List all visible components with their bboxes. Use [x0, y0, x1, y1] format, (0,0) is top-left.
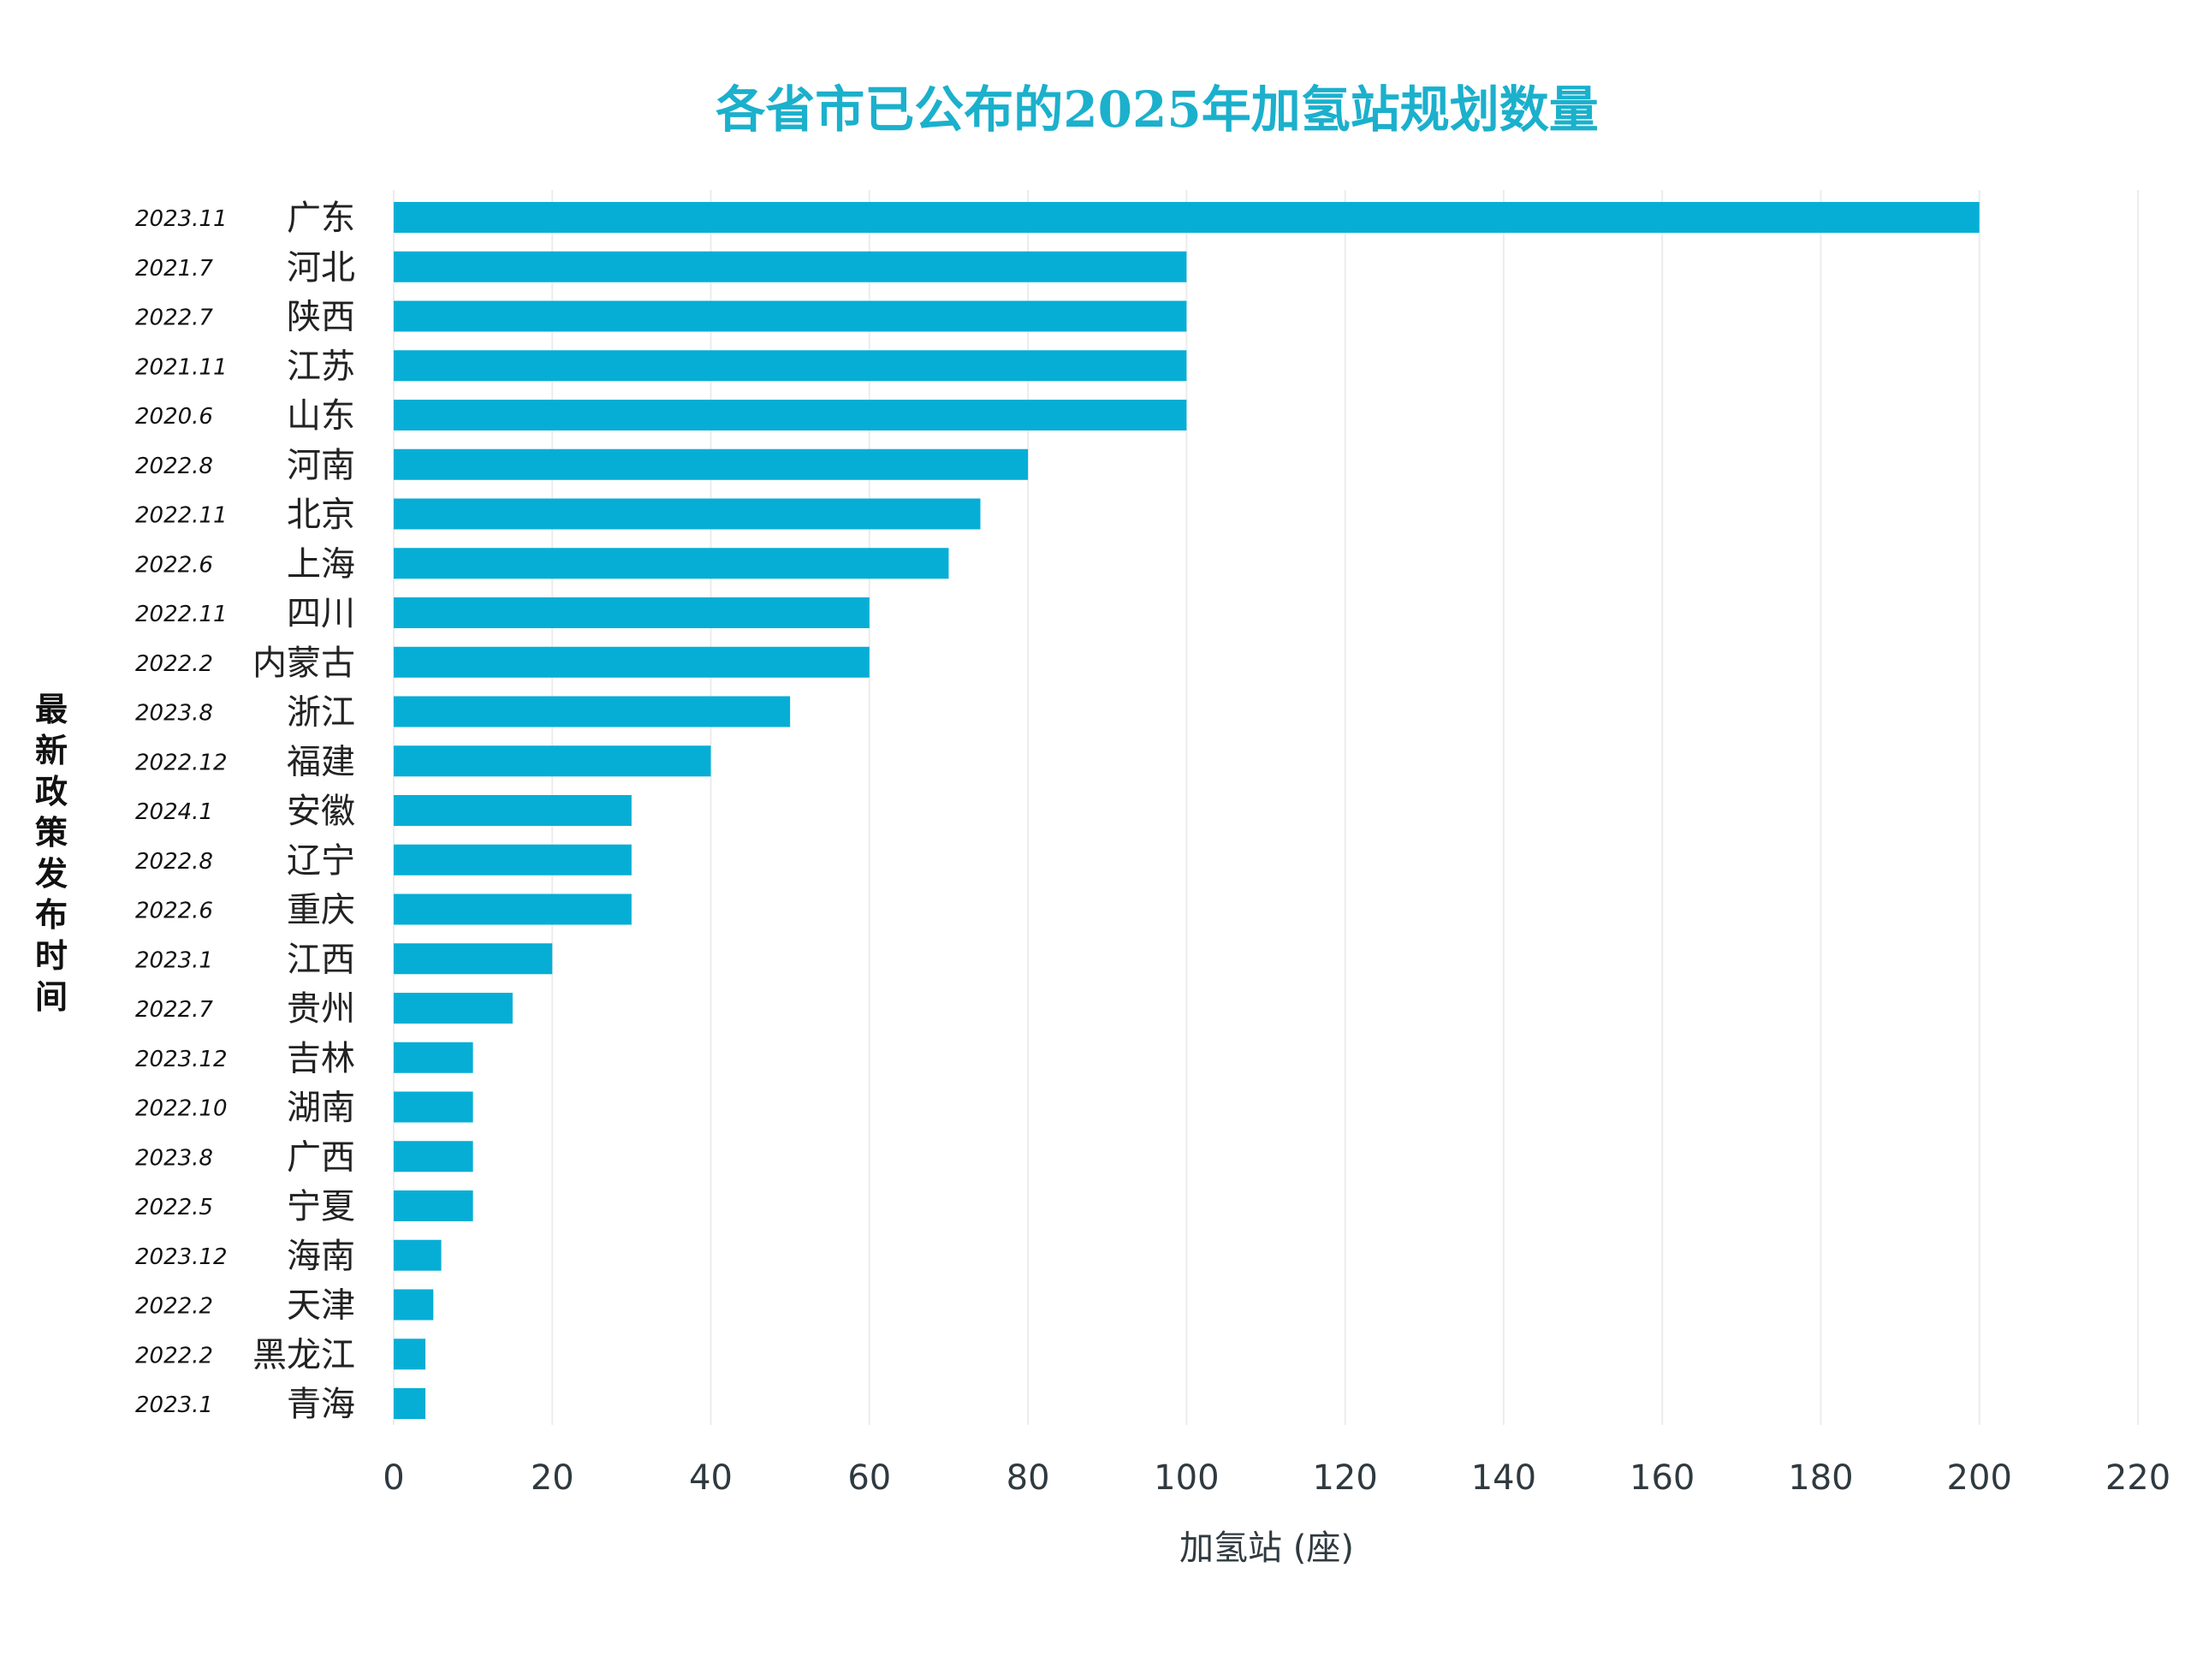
chart-title: 各省市已公布的2025年加氢站规划数量: [715, 80, 1598, 139]
date-label: 2023.8: [135, 1145, 213, 1171]
x-tick-label: 100: [1154, 1458, 1219, 1498]
date-label: 2022.2: [135, 1294, 213, 1320]
category-label: 浙江: [287, 693, 355, 733]
date-labels: 2023.11 2021.7 2022.7 2021.11 2020.6 2022.8 20…: [135, 206, 228, 1418]
category-label: 上海: [287, 544, 355, 584]
category-label: 河北: [287, 248, 355, 288]
bar: [394, 893, 632, 925]
date-label: 2022.6: [135, 552, 213, 578]
category-label: 贵州: [287, 989, 355, 1029]
x-tick-label: 60: [847, 1458, 891, 1498]
bar: [394, 400, 1187, 430]
x-tick-label: 20: [531, 1458, 574, 1498]
bar: [394, 1239, 442, 1271]
x-tick-label: 40: [689, 1458, 733, 1498]
bar: [394, 548, 949, 579]
bar: [394, 943, 553, 975]
category-label: 内蒙古: [252, 644, 355, 683]
bars: [394, 202, 1980, 1419]
gridlines: [393, 190, 2139, 1425]
date-label: 2023.12: [135, 1047, 228, 1072]
category-label: 安徽: [287, 792, 355, 831]
x-tick-label: 140: [1471, 1458, 1536, 1498]
x-tick-label: 0: [383, 1458, 404, 1498]
date-label: 2023.11: [135, 206, 228, 232]
bar: [394, 1289, 434, 1321]
category-label: 陕西: [287, 298, 355, 337]
category-label: 福建: [287, 742, 355, 781]
date-label: 2022.7: [135, 997, 213, 1023]
date-label: 2023.1: [135, 947, 213, 973]
bar: [394, 745, 711, 777]
category-label: 海南: [287, 1237, 355, 1276]
date-label: 2022.2: [135, 651, 213, 677]
x-tick-label: 180: [1788, 1458, 1853, 1498]
date-label: 2021.7: [135, 256, 213, 282]
category-label: 江西: [287, 940, 355, 979]
bar: [394, 646, 870, 678]
y-axis-label: 最新政策发布时间: [35, 691, 68, 1016]
category-label: 宁夏: [287, 1187, 355, 1226]
bar: [394, 1388, 426, 1419]
date-label: 2022.11: [135, 503, 228, 529]
x-tick-labels: 0 20 40 60 80 100 120 140 160 180 200 220: [383, 1458, 2170, 1498]
date-label: 2023.12: [135, 1244, 228, 1270]
date-label: 2022.11: [135, 602, 228, 627]
date-label: 2022.10: [135, 1096, 228, 1122]
bar: [394, 597, 870, 628]
date-label: 2022.8: [135, 849, 213, 875]
bar: [394, 1339, 426, 1370]
category-label: 青海: [287, 1385, 355, 1424]
category-label: 重庆: [287, 891, 355, 930]
category-label: 广西: [287, 1137, 355, 1177]
date-label: 2022.12: [135, 750, 228, 775]
date-label: 2023.1: [135, 1392, 213, 1418]
bar: [394, 993, 513, 1024]
bar: [394, 448, 1029, 480]
bar: [394, 300, 1187, 332]
x-axis-label: 加氢站 (座): [1179, 1529, 1354, 1568]
category-label: 山东: [287, 396, 355, 436]
date-label: 2022.5: [135, 1195, 213, 1220]
date-label: 2021.11: [135, 354, 228, 380]
date-label: 2022.7: [135, 306, 213, 331]
category-label: 黑龙江: [252, 1335, 355, 1374]
x-tick-label: 160: [1630, 1458, 1695, 1498]
category-label: 江苏: [287, 347, 355, 386]
x-tick-label: 220: [2105, 1458, 2170, 1498]
date-label: 2022.6: [135, 899, 213, 924]
category-label: 四川: [287, 594, 355, 633]
bar: [394, 1091, 473, 1123]
date-label: 2023.8: [135, 701, 213, 727]
bar: [394, 844, 632, 876]
bar: [394, 498, 981, 530]
category-label: 广东: [287, 199, 355, 238]
bar: [394, 251, 1187, 282]
date-label: 2022.8: [135, 454, 213, 479]
category-label: 湖南: [287, 1089, 355, 1128]
x-tick-label: 80: [1006, 1458, 1050, 1498]
category-label: 北京: [287, 496, 355, 535]
bar: [394, 795, 632, 826]
bar: [394, 1190, 473, 1221]
bar: [394, 696, 791, 727]
date-label: 2022.2: [135, 1343, 213, 1368]
x-tick-label: 120: [1312, 1458, 1377, 1498]
category-label: 辽宁: [287, 841, 355, 881]
bar: [394, 1141, 473, 1172]
bar: [394, 350, 1187, 382]
bar: [394, 1042, 473, 1073]
date-label: 2024.1: [135, 799, 213, 825]
date-label: 2020.6: [135, 404, 213, 430]
category-label: 河南: [287, 446, 355, 485]
category-label: 吉林: [287, 1039, 355, 1078]
category-label: 天津: [287, 1286, 355, 1326]
category-labels: 广东河北陕西江苏山东河南北京上海四川内蒙古浙江福建安徽辽宁重庆江西贵州吉林湖南广…: [252, 199, 355, 1424]
bar: [394, 202, 1980, 233]
x-tick-label: 200: [1947, 1458, 2012, 1498]
